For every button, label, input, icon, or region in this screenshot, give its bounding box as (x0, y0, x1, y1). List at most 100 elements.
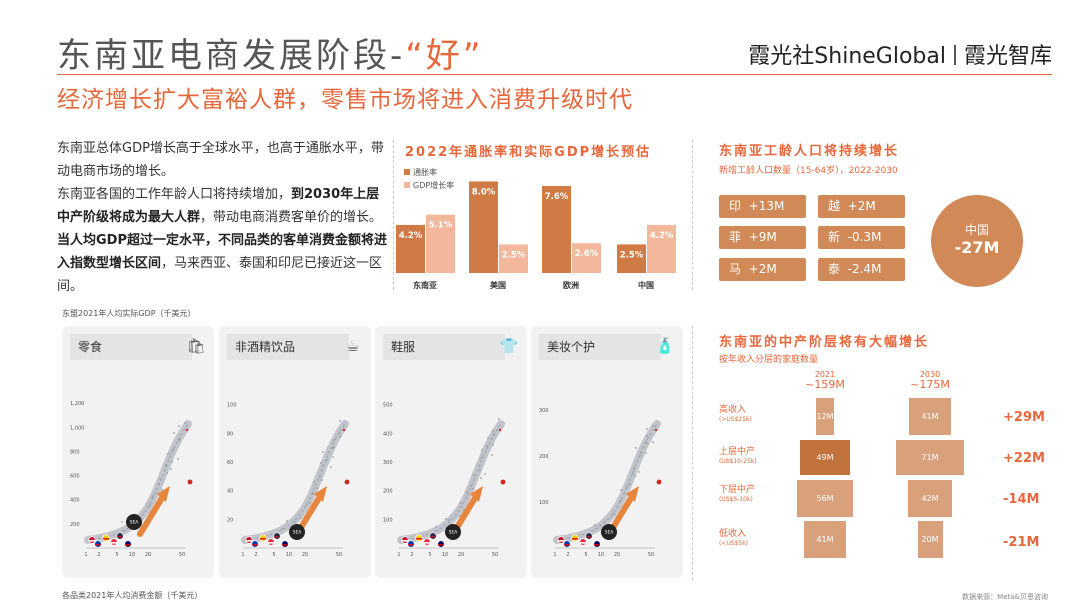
data-point (480, 477, 482, 479)
sea-marker (445, 524, 461, 540)
brand-divider (953, 45, 956, 65)
country-flag-stripe (408, 544, 414, 546)
data-point (634, 475, 636, 477)
bar (396, 224, 425, 273)
data-point (626, 486, 628, 488)
y-tick-label: 800 (70, 449, 80, 455)
y-tick-label: 1,000 (70, 425, 84, 431)
data-point (165, 464, 167, 466)
data-point (294, 521, 296, 523)
y-tick-label: 40 (227, 489, 233, 495)
outlier-point (187, 479, 193, 485)
y-tick-label: 400 (383, 431, 393, 437)
data-point (167, 453, 169, 455)
bar-value-label: 2.5% (502, 250, 526, 260)
data-point (309, 502, 311, 504)
outlier-point (344, 479, 350, 485)
data-point (646, 428, 648, 430)
country-flag-stripe (268, 542, 274, 544)
intro-p3-bold: 当人均GDP超过一定水平，不同品类的客单消费金额将进入指数型增长区间 (57, 233, 387, 271)
intro-p2-bold: 到2030年上层中产阶级将成为最大人群 (57, 187, 380, 225)
x-tick-label: 1 (397, 552, 400, 558)
intro-p3: 当人均GDP超过一定水平，不同品类的客单消费金额将进入指数型增长区间，马来西亚、… (57, 229, 392, 298)
population-country: 新 (828, 230, 841, 244)
y-tick-label: 60 (227, 460, 233, 466)
middle-class-title: 东南亚的中产阶层将有大幅增长 (719, 335, 930, 350)
data-point (645, 452, 647, 454)
x-tick-label: 20 (145, 552, 151, 558)
growth-arrow (137, 495, 165, 537)
panel-title: 鞋服 (383, 334, 505, 360)
bar (499, 244, 528, 273)
section-divider (692, 140, 693, 290)
y-tick-label: 300 (383, 460, 393, 466)
total-2030: ~175M (910, 378, 950, 391)
brand-left: 霞光社ShineGlobal (748, 44, 946, 69)
growth-arrowhead (157, 486, 170, 502)
middle-class-subtitle: 按年收入分层的家庭数量 (719, 355, 819, 365)
data-point (613, 513, 615, 515)
population-country: 印 (729, 199, 742, 213)
country-flag-stripe (125, 544, 131, 546)
x-tick-label: 20 (614, 552, 620, 558)
gdp-bars: 4.2% 5.1% 东南亚 8.0% 2.5% 美国 7.6% 2.6% 欧洲 2.5% 4.2% 中… (396, 181, 676, 290)
x-tick-label: 5 (584, 552, 587, 558)
tier-range: (<US$5k) (719, 540, 749, 547)
trend-curve-dash (556, 423, 658, 541)
page-subtitle: 经济增长扩大富裕人群，零售市场将进入消费升级时代 (57, 87, 633, 113)
tier-bar: 71M (895, 440, 965, 475)
x-tick-label: 50 (648, 552, 654, 558)
y-tick-label: 200 (383, 489, 393, 495)
section-divider (393, 140, 394, 290)
data-point (319, 476, 321, 478)
bar (426, 214, 455, 273)
country-flag-stripe (402, 540, 408, 542)
data-point (448, 519, 450, 521)
population-country: 越 (828, 199, 841, 213)
drinks-scatter: 20 40 60 80 100 1 2 5 10 20 50 SEA (227, 403, 350, 558)
sea-marker-label: SEA (449, 530, 459, 536)
data-point (445, 518, 447, 520)
data-point (173, 432, 175, 434)
gdp-chart: 通胀率 GDP增长率 4.2% 5.1% 东南亚 8.0% 2.5% 美国 7.6% 2.6% 欧… (396, 167, 676, 290)
panel-apparel: 100 200 300 400 500 1 2 5 10 20 50 SEA 鞋服 👕 (375, 326, 527, 578)
x-tick-label: 10 (129, 552, 135, 558)
x-tick-label: 2 (410, 552, 413, 558)
tier-label: 下层中产 (US$5-10k) (719, 484, 755, 504)
data-point (470, 485, 472, 487)
data-point (646, 435, 648, 437)
x-tick-label: 2 (254, 552, 257, 558)
apparel-scatter: 100 200 300 400 500 1 2 5 10 20 50 SEA (383, 403, 506, 558)
category-label: 中国 (638, 280, 654, 290)
data-point (121, 521, 123, 523)
x-tick-label: 1 (84, 552, 87, 558)
country-flag-stripe (438, 544, 444, 546)
y-tick-label: 400 (70, 498, 80, 504)
legend-label: 通胀率 (413, 167, 437, 177)
data-point (479, 469, 481, 471)
country-flag-stripe (252, 544, 258, 546)
population-value: -2.4M (847, 262, 882, 276)
data-point (435, 526, 437, 528)
intro-p3-b: ，马来西亚、泰国和印尼已接近这一区间。 (57, 256, 383, 294)
data-point (306, 504, 308, 506)
title-main: 东南亚电商发展阶段- (57, 36, 406, 76)
y-tick-label: 600 (70, 474, 80, 480)
country-flag-stripe (416, 538, 422, 540)
population-box-my: 马 +2M (719, 258, 806, 281)
tier-name: 下层中产 (719, 485, 756, 495)
data-point (466, 491, 468, 493)
bar (469, 181, 498, 273)
data-point (333, 439, 335, 441)
panel-drinks: 20 40 60 80 100 1 2 5 10 20 50 SEA 非酒精饮品 ☕ (219, 326, 371, 578)
category-label: 欧洲 (563, 280, 579, 290)
intro-p1: 东南亚总体GDP增长高于全球水平，也高于通胀水平，带动电商市场的增长。 (57, 141, 384, 179)
sea-marker-label: SEA (130, 520, 140, 526)
panel-beauty: 100 200 300 1 2 5 10 20 50 SEA 美妆个护 🧴 (531, 326, 683, 578)
data-point (170, 468, 172, 470)
country-flag-stripe (558, 540, 564, 542)
trend-curve-dash (400, 423, 502, 541)
data-point (145, 519, 147, 521)
population-box-id: 印 +13M (719, 195, 806, 218)
data-point (460, 502, 462, 504)
